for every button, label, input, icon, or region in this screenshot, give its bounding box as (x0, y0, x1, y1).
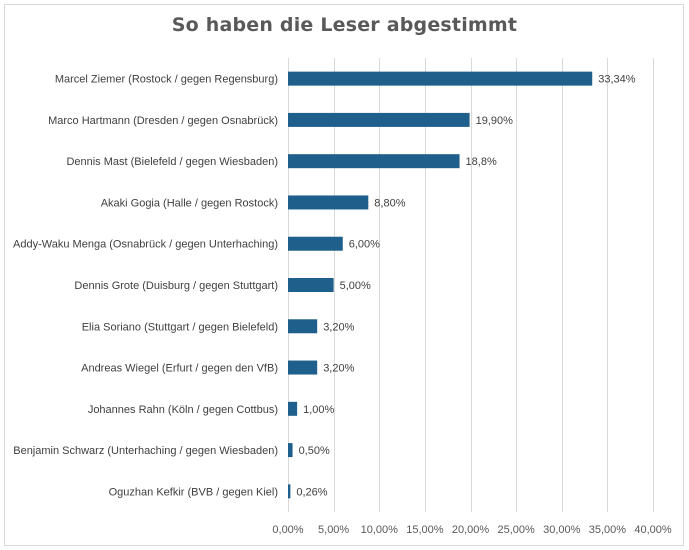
data-label: 19,90% (476, 115, 514, 127)
data-label: 18,8% (466, 156, 497, 168)
category-label: Andreas Wiegel (Erfurt / gegen den VfB) (81, 363, 278, 375)
category-label: Addy-Waku Menga (Osnabrück / gegen Unter… (13, 239, 278, 251)
data-label: 0,26% (296, 486, 327, 498)
x-tick-label: 10,00% (361, 524, 399, 536)
x-tick-label: 5,00% (318, 524, 349, 536)
x-tick-label: 25,00% (497, 524, 535, 536)
category-label: Dennis Grote (Duisburg / gegen Stuttgart… (74, 280, 278, 292)
category-label: Benjamin Schwarz (Unterhaching / gegen W… (13, 445, 278, 457)
category-label: Johannes Rahn (Köln / gegen Cottbus) (88, 404, 278, 416)
bar (288, 319, 318, 334)
bar (288, 401, 298, 416)
x-tick-label: 20,00% (452, 524, 490, 536)
x-tick-label: 0,00% (272, 524, 303, 536)
data-label: 5,00% (340, 280, 371, 292)
category-label: Marco Hartmann (Dresden / gegen Osnabrüc… (48, 115, 278, 127)
bar (288, 112, 470, 127)
data-label: 8,80% (374, 197, 405, 209)
data-label: 0,50% (299, 445, 330, 457)
data-label: 3,20% (323, 363, 354, 375)
category-label: Oguzhan Kefkir (BVB / gegen Kiel) (109, 486, 278, 498)
bar (288, 484, 291, 499)
x-tick-label: 40,00% (634, 524, 672, 536)
data-label: 1,00% (303, 404, 334, 416)
data-label: 3,20% (323, 321, 354, 333)
category-label: Akaki Gogia (Halle / gegen Rostock) (101, 197, 278, 209)
bar (288, 360, 318, 375)
x-tick-label: 35,00% (589, 524, 627, 536)
data-label: 33,34% (598, 74, 636, 86)
chart-area (4, 4, 684, 546)
chart-title: So haben die Leser abgestimmt (171, 14, 518, 36)
bar (288, 195, 369, 210)
category-label: Marcel Ziemer (Rostock / gegen Regensbur… (55, 74, 278, 86)
bar (288, 154, 460, 169)
data-label: 6,00% (349, 239, 380, 251)
bar (288, 278, 334, 292)
category-label: Elia Soriano (Stuttgart / gegen Bielefel… (82, 321, 278, 333)
bar (288, 236, 343, 251)
x-tick-label: 15,00% (406, 524, 444, 536)
x-tick-label: 30,00% (543, 524, 581, 536)
bar (288, 71, 593, 86)
category-label: Dennis Mast (Bielefeld / gegen Wiesbaden… (66, 156, 278, 168)
bar (288, 443, 293, 458)
